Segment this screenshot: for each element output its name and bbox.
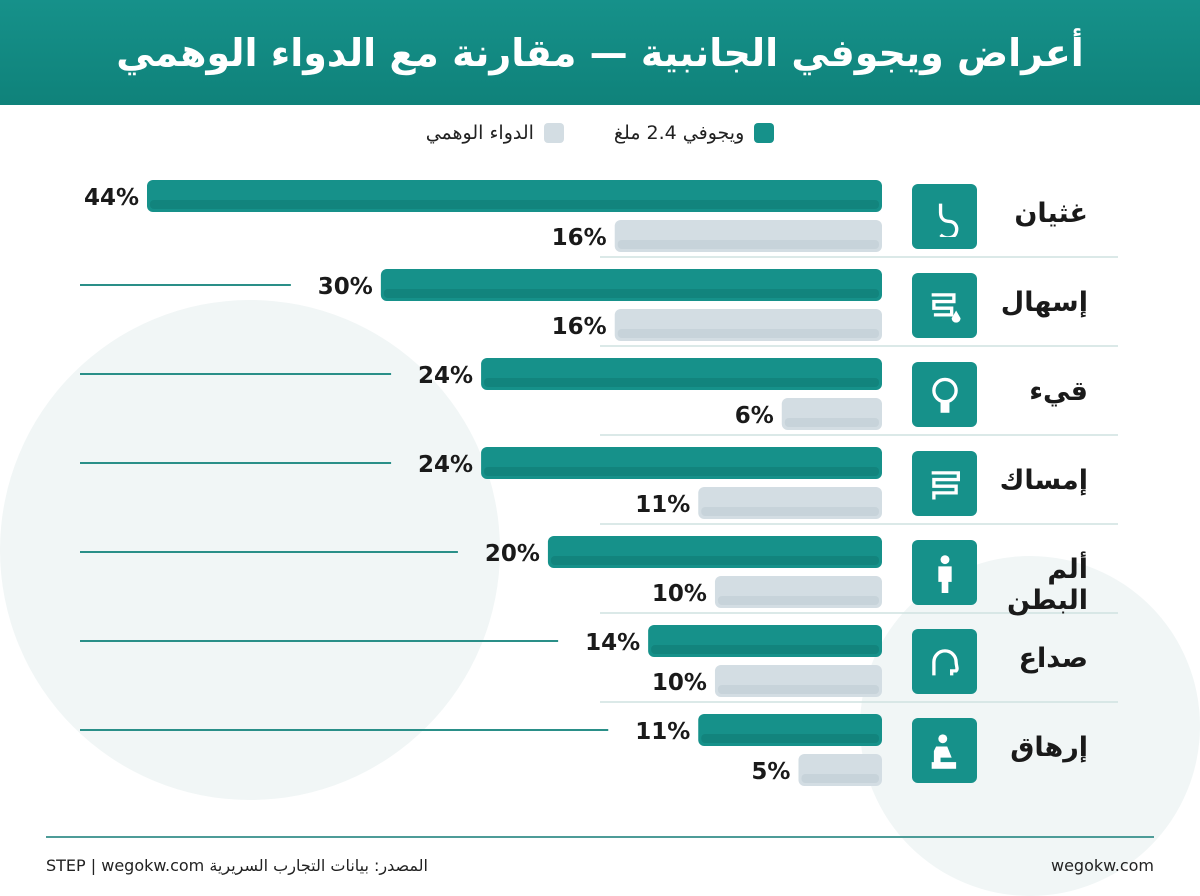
source-note: المصدر: بيانات التجارب السريرية STEP | w… bbox=[46, 856, 428, 875]
data-label: 16% bbox=[552, 314, 607, 340]
legend: ويجوفي 2.4 ملغ الدواء الوهمي bbox=[0, 122, 1200, 144]
data-label: 5% bbox=[751, 759, 790, 785]
intestine-drop-icon bbox=[912, 273, 977, 338]
legend-label-drug: ويجوفي 2.4 ملغ bbox=[613, 122, 745, 144]
data-label: 6% bbox=[735, 403, 774, 429]
data-label: 30% bbox=[318, 274, 373, 300]
bar-shade bbox=[701, 734, 879, 743]
category-label: إمساك bbox=[999, 465, 1088, 496]
abdominal-pain-person-icon bbox=[912, 540, 977, 605]
background-shape bbox=[0, 300, 500, 800]
data-label: 24% bbox=[418, 363, 473, 389]
legend-item-drug: ويجوفي 2.4 ملغ bbox=[613, 122, 775, 144]
data-label: 10% bbox=[652, 581, 707, 607]
data-label: 11% bbox=[635, 492, 690, 518]
bar-shade bbox=[484, 378, 879, 387]
bar-shade bbox=[383, 289, 879, 298]
category-label: صداع bbox=[1018, 643, 1088, 674]
bar-shade bbox=[150, 200, 879, 209]
bar-shade bbox=[701, 507, 879, 516]
category-label: قيء bbox=[1029, 376, 1088, 407]
bar-shade bbox=[717, 596, 879, 605]
bar-shade bbox=[801, 774, 879, 783]
head-pain-icon bbox=[912, 629, 977, 694]
data-label: 10% bbox=[652, 670, 707, 696]
category-label: ألم البطن bbox=[1006, 554, 1088, 616]
bar-shade bbox=[617, 240, 879, 249]
data-label: 14% bbox=[585, 630, 640, 656]
bar-shade bbox=[484, 467, 879, 476]
data-label: 24% bbox=[418, 452, 473, 478]
bar-shade bbox=[617, 329, 879, 338]
data-label: 16% bbox=[552, 225, 607, 251]
category-label: غثيان bbox=[1014, 198, 1088, 229]
category-label: إسهال bbox=[1000, 287, 1088, 318]
bar-shade bbox=[651, 645, 879, 654]
bar-shade bbox=[717, 685, 879, 694]
header-banner: أعراض ويجوفي الجانبية — مقارنة مع الدواء… bbox=[0, 0, 1200, 105]
bar-shade bbox=[550, 556, 879, 565]
site-url: wegokw.com bbox=[1050, 856, 1154, 875]
legend-item-placebo: الدواء الوهمي bbox=[426, 122, 564, 144]
data-label: 44% bbox=[84, 185, 139, 211]
stomach-icon bbox=[912, 184, 977, 249]
page-title: أعراض ويجوفي الجانبية — مقارنة مع الدواء… bbox=[116, 30, 1084, 75]
vomiting-face-icon bbox=[912, 362, 977, 427]
data-label: 20% bbox=[485, 541, 540, 567]
intestine-icon bbox=[912, 451, 977, 516]
bar-shade bbox=[784, 418, 879, 427]
legend-swatch-drug bbox=[754, 123, 775, 143]
footer-divider bbox=[46, 836, 1154, 838]
legend-label-placebo: الدواء الوهمي bbox=[425, 122, 534, 144]
category-label: إرهاق bbox=[1010, 732, 1088, 763]
legend-swatch-placebo bbox=[543, 123, 564, 143]
data-label: 11% bbox=[635, 719, 690, 745]
tired-person-icon bbox=[912, 718, 977, 783]
